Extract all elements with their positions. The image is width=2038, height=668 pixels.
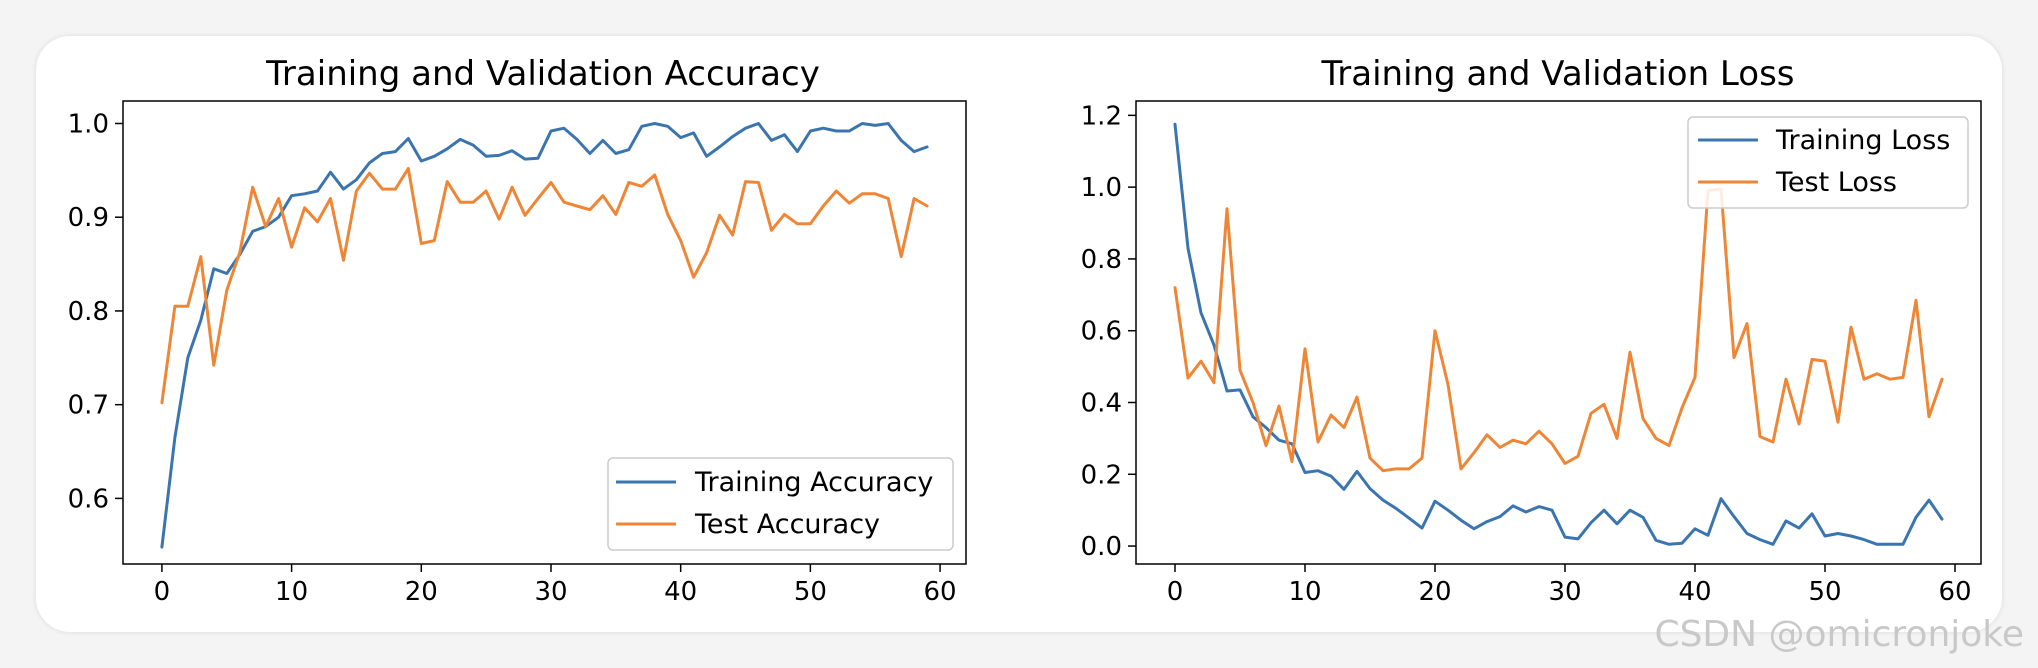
loss-xtick-label: 50: [1808, 577, 1841, 607]
loss-series-training-loss: [1173, 122, 1944, 546]
accuracy-xtick-label: 50: [794, 577, 827, 607]
loss-ytick-label: 0.8: [1081, 245, 1122, 275]
loss-ytick-label: 0.6: [1081, 317, 1122, 347]
accuracy-ytick-label: 0.7: [68, 391, 109, 421]
loss-chart-title: Training and Validation Loss: [1320, 54, 1794, 94]
accuracy-legend-box: [607, 457, 954, 551]
accuracy-lines: [160, 122, 929, 549]
loss-ytick-label: 0.4: [1081, 388, 1122, 418]
loss-xtick-label: 60: [1938, 577, 1971, 607]
accuracy-ytick-label: 0.6: [68, 484, 109, 514]
loss-chart: Training and Validation Loss 0 10 20 30 40 50…: [1081, 54, 1982, 607]
accuracy-ytick-label: 1.0: [68, 109, 109, 139]
accuracy-xtick-label: 30: [534, 577, 567, 607]
loss-legend: Training Loss Test Loss: [1687, 116, 1969, 209]
accuracy-legend: Training Accuracy Test Accuracy: [607, 457, 954, 551]
loss-ytick-label: 0.0: [1081, 532, 1122, 562]
legend-label-training-loss: Training Loss: [1775, 125, 1950, 156]
loss-xtick-label: 40: [1678, 577, 1711, 607]
accuracy-chart: Training and Validation Accuracy 0 10 20 30…: [68, 54, 967, 607]
loss-xtick-label: 0: [1167, 577, 1184, 607]
loss-xtick-label: 30: [1548, 577, 1581, 607]
accuracy-series-training-accuracy: [160, 122, 929, 549]
accuracy-xtick-label: 0: [154, 577, 171, 607]
loss-series-test-loss: [1173, 187, 1944, 473]
loss-lines: [1173, 122, 1944, 546]
accuracy-series-test-accuracy: [160, 167, 929, 405]
accuracy-xtick-label: 60: [924, 577, 957, 607]
loss-ytick-label: 1.2: [1081, 101, 1122, 131]
accuracy-ytick-label: 0.8: [68, 297, 109, 327]
accuracy-ticks: 0 10 20 30 40 50 60 0.6 0.7 0.8 0.9 1.0: [68, 109, 957, 607]
legend-label-training-accuracy: Training Accuracy: [694, 467, 933, 498]
loss-ytick-label: 0.2: [1081, 460, 1122, 490]
accuracy-chart-title: Training and Validation Accuracy: [265, 54, 820, 94]
accuracy-ytick-label: 0.9: [68, 203, 109, 233]
loss-ytick-label: 1.0: [1081, 173, 1122, 203]
loss-xtick-label: 10: [1288, 577, 1321, 607]
accuracy-xtick-label: 20: [405, 577, 438, 607]
watermark: CSDN @omicronjoke: [1654, 614, 2024, 655]
legend-label-test-accuracy: Test Accuracy: [694, 509, 880, 540]
loss-xtick-label: 20: [1418, 577, 1451, 607]
accuracy-xtick-label: 40: [664, 577, 697, 607]
loss-ticks: 0 10 20 30 40 50 60 0.0 0.2 0.4 0.6 0.8 1.0 1.2: [1081, 101, 1972, 607]
legend-label-test-loss: Test Loss: [1775, 167, 1897, 198]
accuracy-xtick-label: 10: [275, 577, 308, 607]
